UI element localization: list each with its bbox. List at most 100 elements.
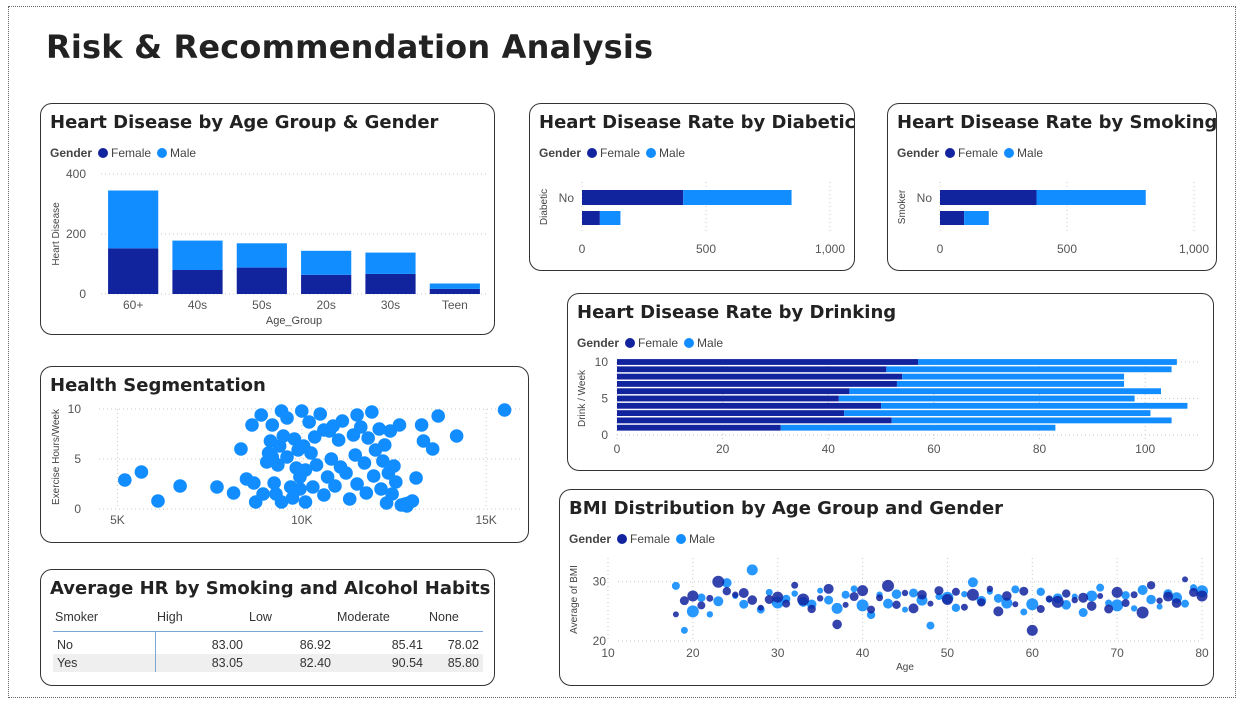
scatter-point-female[interactable] (679, 596, 689, 606)
scatter-point-female[interactable] (1163, 591, 1174, 602)
scatter-point-male[interactable] (1078, 608, 1088, 618)
scatter-point-female[interactable] (901, 589, 909, 597)
scatter-point-female[interactable] (1146, 581, 1156, 590)
bar-male[interactable] (599, 211, 621, 225)
scatter-point[interactable] (256, 487, 270, 501)
scatter-point-female[interactable] (1086, 601, 1097, 611)
column-header-low[interactable]: Low (247, 606, 335, 632)
scatter-point[interactable] (294, 404, 309, 418)
scatter-point-male[interactable] (926, 621, 935, 630)
scatter-point[interactable] (234, 442, 248, 456)
scatter-point-female[interactable] (757, 604, 764, 611)
scatter-point-female[interactable] (917, 589, 927, 600)
scatter-point-female[interactable] (993, 606, 1004, 617)
scatter-point-male[interactable] (850, 585, 858, 593)
scatter-point-female[interactable] (722, 587, 731, 596)
bar-male[interactable] (429, 283, 480, 289)
scatter-point-male[interactable] (1086, 590, 1098, 602)
scatter-point-male[interactable] (1011, 585, 1020, 594)
scatter-point-male[interactable] (1137, 585, 1148, 596)
scatter-point-female[interactable] (892, 600, 901, 610)
scatter-point-male[interactable] (817, 587, 824, 594)
column-header-moderate[interactable]: Moderate (335, 606, 427, 632)
scatter-point-male[interactable] (993, 593, 1003, 603)
scatter-point[interactable] (409, 471, 423, 485)
bar-female[interactable] (940, 190, 1037, 205)
scatter-point-male[interactable] (824, 595, 834, 605)
bar-male[interactable] (844, 410, 1151, 417)
scatter-point[interactable] (366, 469, 381, 483)
scatter-point-female[interactable] (1002, 591, 1012, 601)
legend-item-female[interactable]: Female (617, 532, 670, 546)
scatter-point[interactable] (425, 442, 440, 456)
table-row[interactable]: Yes 83.05 82.40 90.54 85.80 (53, 654, 483, 672)
age-gender-card[interactable]: Heart Disease by Age Group & Gender Gend… (40, 103, 495, 335)
scatter-point[interactable] (317, 423, 331, 437)
bar-male[interactable] (849, 388, 1162, 395)
scatter-point-female[interactable] (791, 581, 799, 589)
scatter-point-female[interactable] (782, 599, 791, 608)
bar-male[interactable] (108, 190, 159, 249)
legend-item-male[interactable]: Male (157, 146, 196, 160)
avg-hr-card[interactable]: Average HR by Smoking and Alcohol Habits… (40, 569, 495, 686)
bar-male[interactable] (365, 252, 416, 274)
scatter-point-male[interactable] (722, 578, 732, 588)
bar-female[interactable] (617, 410, 845, 417)
scatter-point[interactable] (280, 411, 294, 425)
table-row[interactable]: No 83.00 86.92 85.41 78.02 (53, 636, 483, 654)
scatter-point-male[interactable] (1146, 594, 1156, 605)
scatter-point-female[interactable] (857, 585, 869, 597)
scatter-point-female[interactable] (1036, 604, 1045, 613)
scatter-point-male[interactable] (935, 593, 943, 601)
bar-male[interactable] (964, 211, 989, 225)
scatter-point-female[interactable] (882, 579, 895, 592)
scatter-point-female[interactable] (1026, 624, 1038, 636)
segmentation-chart[interactable]: 0 5 10 5K 10K 15K Exercise Hours/Week (41, 401, 526, 541)
scatter-point[interactable] (353, 420, 368, 434)
bar-female[interactable] (617, 417, 892, 424)
scatter-point-female[interactable] (772, 591, 784, 603)
scatter-point-female[interactable] (1019, 586, 1029, 596)
scatter-point-female[interactable] (842, 601, 849, 608)
scatter-point[interactable] (357, 456, 372, 470)
scatter-point-female[interactable] (687, 590, 699, 602)
legend-item-male[interactable]: Male (676, 532, 715, 546)
scatter-point[interactable] (350, 408, 364, 422)
scatter-point[interactable] (342, 492, 357, 506)
scatter-point[interactable] (304, 446, 318, 460)
scatter-point-female[interactable] (1189, 587, 1199, 597)
diabetic-card[interactable]: Heart Disease Rate by Diabetic Gender Fe… (529, 103, 855, 271)
bar-female[interactable] (582, 211, 600, 225)
scatter-point-female[interactable] (941, 594, 953, 605)
scatter-point-male[interactable] (1121, 591, 1130, 600)
scatter-point-male[interactable] (1096, 583, 1105, 592)
scatter-point-male[interactable] (951, 603, 961, 612)
bar-female[interactable] (940, 211, 965, 225)
bar-male[interactable] (902, 373, 1125, 380)
scatter-point[interactable] (265, 418, 280, 432)
scatter-point-female[interactable] (934, 586, 944, 596)
column-header-none[interactable]: None (427, 606, 483, 632)
scatter-point-male[interactable] (671, 581, 680, 590)
scatter-point[interactable] (392, 418, 407, 432)
diabetic-chart[interactable]: 0 500 1,000 No Diabetic (530, 164, 852, 269)
bar-female[interactable] (617, 402, 882, 409)
smoking-chart[interactable]: 0 500 1,000 No Smoker (888, 164, 1214, 269)
scatter-point[interactable] (320, 470, 335, 484)
scatter-point[interactable] (307, 430, 322, 444)
bar-male[interactable] (896, 380, 1125, 387)
scatter-point-male[interactable] (1061, 600, 1072, 610)
scatter-point[interactable] (173, 479, 187, 493)
scatter-point[interactable] (372, 422, 387, 436)
scatter-point[interactable] (416, 434, 431, 448)
scatter-point[interactable] (309, 458, 324, 472)
scatter-point-female[interactable] (951, 587, 960, 596)
scatter-point[interactable] (210, 480, 224, 494)
scatter-point[interactable] (271, 458, 285, 472)
scatter-point[interactable] (335, 414, 350, 428)
scatter-point[interactable] (377, 438, 392, 452)
scatter-point-male[interactable] (765, 588, 773, 596)
scatter-point[interactable] (306, 480, 320, 494)
age-gender-chart[interactable]: 0 200 400 60+ 40s 50s 20s 30s Teen Age_Group Heart… (41, 164, 491, 334)
scatter-point-female[interactable] (747, 595, 758, 605)
